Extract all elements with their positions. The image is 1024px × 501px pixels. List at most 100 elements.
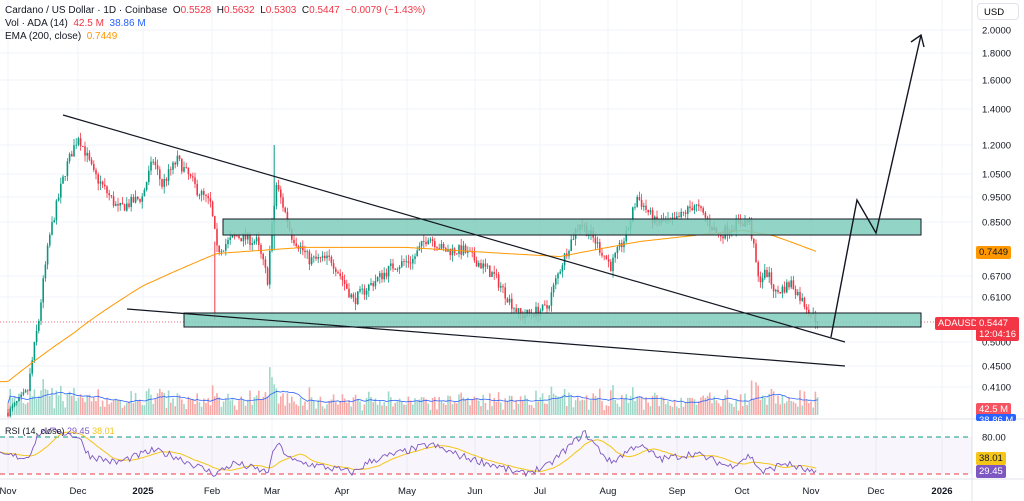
volume-bar [304, 401, 306, 415]
time-tick-label: 2025 [132, 486, 154, 497]
candle-body [22, 392, 25, 395]
candle-body [515, 308, 517, 312]
candle-body [502, 286, 504, 288]
candles [7, 132, 819, 418]
candle-body [354, 297, 357, 304]
volume-bar [583, 400, 586, 415]
volume-bar [143, 405, 146, 415]
candle-body [214, 216, 216, 229]
volume-bar [493, 397, 495, 415]
candle-body [262, 253, 264, 260]
candle-body [126, 203, 128, 211]
volume-bar [269, 367, 271, 415]
volume-bar [566, 406, 568, 415]
candle-body [394, 268, 396, 270]
symbol-title[interactable]: Cardano / US Dollar · 1D · Coinbase [5, 5, 168, 16]
candle-body [150, 161, 152, 171]
volume-bar [709, 392, 711, 415]
candle-body [24, 390, 27, 393]
ema-legend[interactable]: EMA (200, close) 0.7449 [5, 31, 118, 42]
volume-bar [735, 400, 737, 415]
volume-bar [409, 400, 412, 415]
volume-bar [814, 391, 817, 415]
candle-body [427, 240, 429, 245]
volume-bar [46, 389, 49, 415]
volume-bar [794, 403, 797, 415]
candle-body [306, 251, 308, 253]
volume-bar [678, 408, 680, 415]
volume-bar [167, 390, 170, 415]
price-tick-label: 2.0000 [982, 26, 1011, 37]
candle-body [359, 289, 361, 292]
candle-body [682, 211, 685, 213]
time-tick-label: Dec [70, 486, 87, 497]
candle-body [104, 184, 106, 187]
volume-bar [480, 406, 482, 415]
candle-body [110, 195, 113, 197]
currency-button[interactable]: USD [977, 3, 1019, 20]
volume-bar [783, 403, 786, 415]
candle-body [482, 263, 484, 269]
volume-bar [16, 401, 18, 415]
candle-body [137, 196, 139, 200]
volume-bar [115, 398, 117, 415]
volume-bar [238, 400, 240, 415]
candle-body [196, 183, 198, 196]
volume-legend[interactable]: Vol · ADA (14) 42.5 M 38.86 M [5, 18, 146, 29]
volume-bar [568, 392, 570, 415]
volume-bar [313, 400, 315, 415]
volume-bar [526, 398, 528, 415]
candle-body [90, 159, 93, 165]
volume-bar [22, 402, 25, 415]
volume-bar [698, 401, 700, 415]
candle-body [163, 178, 165, 187]
volume-bar [152, 404, 154, 415]
volume-bar [667, 401, 669, 415]
candle-body [148, 170, 150, 183]
projection-path [830, 34, 922, 338]
volume-bar [614, 399, 616, 415]
candle-body [88, 152, 91, 160]
candle-body [260, 245, 262, 254]
candle-body [222, 250, 225, 252]
candle-body [720, 234, 722, 237]
candle-body [374, 281, 377, 287]
volume-bar [537, 401, 539, 415]
volume-bar [321, 406, 324, 415]
volume-bar [759, 399, 762, 415]
candle-body [761, 277, 764, 283]
candle-body [66, 161, 69, 177]
candle-body [651, 210, 654, 224]
candle-body [643, 205, 645, 208]
candle-body [286, 211, 289, 222]
volume-bar [231, 399, 234, 415]
volume-bar [797, 406, 799, 415]
volume-bar [379, 400, 381, 415]
candle-body [449, 249, 451, 256]
volume-bar [49, 395, 51, 415]
rsi-legend[interactable]: RSI (14, close) 29.45 38.01 [5, 426, 115, 436]
candle-body [152, 161, 154, 163]
candle-body [9, 408, 11, 417]
candle-body [557, 273, 559, 279]
volume-bar [183, 403, 185, 415]
volume-bar [101, 400, 104, 415]
candle-body [678, 216, 680, 218]
candle-body [610, 261, 612, 272]
last-price-tag: 0.5447 12:04:16 [976, 317, 1019, 341]
volume-bar [225, 398, 227, 415]
volume-bar [95, 401, 97, 415]
volume-bar [603, 410, 605, 415]
volume-bar [414, 398, 416, 415]
volume-bar [504, 398, 506, 415]
volume-bar [702, 395, 704, 415]
candle-body [792, 280, 795, 290]
candle-body [376, 276, 379, 282]
candle-body [768, 272, 770, 278]
volume-bar [205, 402, 207, 415]
time-tick-label: Dec [868, 486, 885, 497]
candle-body [788, 282, 790, 288]
candle-body [684, 212, 687, 214]
volume-bar [665, 404, 667, 415]
